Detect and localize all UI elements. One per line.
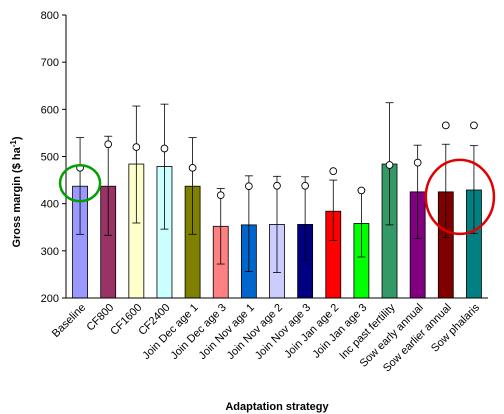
x-axis-title: Adaptation strategy (225, 401, 329, 413)
highlight-ellipse (58, 163, 102, 203)
marker-point (188, 163, 197, 172)
y-axis-title-superscript: -1 (9, 140, 18, 148)
y-tick-label: 300 (41, 246, 59, 258)
y-axis-title: Gross margin ($ ha-1) (9, 136, 23, 247)
y-axis-ticks: 200 300 400 500 600 700 800 (41, 10, 66, 305)
marker-point (413, 158, 422, 167)
bars-group (72, 163, 482, 299)
highlight-ellipse (424, 158, 496, 236)
marker-point (329, 167, 338, 175)
marker-point (357, 186, 366, 195)
x-tick-label: Baseline (50, 302, 88, 340)
marker-point (301, 181, 309, 190)
y-tick-label: 200 (41, 293, 59, 305)
marker-point (216, 191, 225, 200)
highlight-circles (58, 158, 496, 236)
y-axis-title-close: ) (11, 136, 23, 140)
marker-point (132, 143, 141, 151)
markers-group (76, 121, 478, 200)
y-tick-label: 500 (41, 152, 59, 164)
y-tick-label: 600 (41, 104, 59, 116)
marker-point (441, 121, 450, 130)
marker-point (160, 144, 169, 153)
marker-point (245, 182, 253, 191)
marker-point (273, 181, 281, 190)
marker-point (104, 140, 113, 149)
marker-point (385, 161, 394, 169)
y-axis-title-main: Gross margin ($ ha (11, 146, 23, 247)
marker-point (470, 121, 478, 130)
y-tick-label: 800 (41, 10, 59, 22)
y-tick-label: 700 (41, 57, 59, 69)
y-tick-label: 400 (41, 199, 59, 211)
